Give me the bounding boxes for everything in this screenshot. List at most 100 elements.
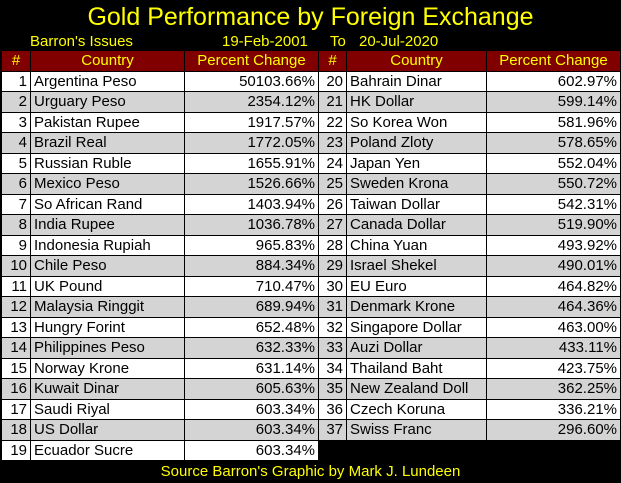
percent-change-cell: 578.65%	[486, 132, 621, 154]
percent-change-cell: 602.97%	[486, 70, 621, 92]
percent-change-cell: 1036.78%	[184, 214, 319, 236]
percent-change-cell: 605.63%	[184, 378, 319, 400]
country-cell: Poland Zloty	[346, 132, 487, 154]
table-row: 6 Mexico Peso 1526.66%	[1, 173, 319, 195]
rank-cell: 28	[318, 234, 347, 256]
percent-change-cell: 463.00%	[486, 316, 621, 338]
rank-cell: 37	[318, 419, 347, 441]
country-cell: US Dollar	[30, 419, 185, 441]
table-row: 7 So African Rand 1403.94%	[1, 193, 319, 215]
table-row: 29 Israel Shekel 490.01%	[318, 255, 621, 277]
percent-change-cell: 1526.66%	[184, 173, 319, 195]
empty-cell	[486, 439, 621, 461]
percent-change-cell: 631.14%	[184, 357, 319, 379]
table-row: 8 India Rupee 1036.78%	[1, 214, 319, 236]
country-cell: Auzi Dollar	[346, 337, 487, 359]
country-cell: Chile Peso	[30, 255, 185, 277]
country-cell: Argentina Peso	[30, 70, 185, 92]
rank-cell: 26	[318, 193, 347, 215]
rank-cell: 27	[318, 214, 347, 236]
percent-change-cell: 710.47%	[184, 275, 319, 297]
rank-cell: 22	[318, 111, 347, 133]
percent-change-cell: 689.94%	[184, 296, 319, 318]
table-row: 1 Argentina Peso 50103.66%	[1, 70, 319, 92]
rank-cell: 17	[1, 398, 31, 420]
country-cell: Urguary Peso	[30, 91, 185, 113]
rank-cell: 10	[1, 255, 31, 277]
rank-cell: 30	[318, 275, 347, 297]
table-row: 37 Swiss Franc 296.60%	[318, 419, 621, 441]
percent-change-cell: 464.82%	[486, 275, 621, 297]
percent-change-cell: 581.96%	[486, 111, 621, 133]
country-cell: Israel Shekel	[346, 255, 487, 277]
rank-cell: 25	[318, 173, 347, 195]
table-row: 34 Thailand Baht 423.75%	[318, 357, 621, 379]
percent-change-cell: 1772.05%	[184, 132, 319, 154]
header-rank: #	[1, 50, 31, 72]
country-cell: HK Dollar	[346, 91, 487, 113]
percent-change-cell: 603.34%	[184, 439, 319, 461]
country-cell: Pakistan Rupee	[30, 111, 185, 133]
rank-cell: 1	[1, 70, 31, 92]
table-row: 18 US Dollar 603.34%	[1, 419, 319, 441]
table-header-row: # Country Percent Change	[1, 50, 319, 72]
percent-change-cell: 632.33%	[184, 337, 319, 359]
table-row: 14 Philippines Peso 632.33%	[1, 337, 319, 359]
country-cell: Hungry Forint	[30, 316, 185, 338]
chart-title: Gold Performance by Foreign Exchange	[87, 3, 534, 31]
rank-cell: 18	[1, 419, 31, 441]
subtitle-end-date: 20-Jul-2020	[359, 33, 439, 50]
performance-table-right: # Country Percent Change 20 Bahrain Dinar…	[318, 50, 621, 461]
rank-cell: 2	[1, 91, 31, 113]
subtitle-source: Barron's Issues	[30, 33, 133, 50]
header-country: Country	[30, 50, 185, 72]
table-row: 35 New Zealand Doll 362.25%	[318, 378, 621, 400]
table-row: 24 Japan Yen 552.04%	[318, 152, 621, 174]
rank-cell: 23	[318, 132, 347, 154]
table-row: 27 Canada Dollar 519.90%	[318, 214, 621, 236]
table-row: 10 Chile Peso 884.34%	[1, 255, 319, 277]
table-row: 11 UK Pound 710.47%	[1, 275, 319, 297]
percent-change-cell: 1655.91%	[184, 152, 319, 174]
table-row: 17 Saudi Riyal 603.34%	[1, 398, 319, 420]
table-row: 9 Indonesia Rupiah 965.83%	[1, 234, 319, 256]
rank-cell: 15	[1, 357, 31, 379]
country-cell: Saudi Riyal	[30, 398, 185, 420]
empty-cell	[318, 439, 347, 461]
rank-cell: 5	[1, 152, 31, 174]
table-row	[318, 439, 621, 461]
table-row: 33 Auzi Dollar 433.11%	[318, 337, 621, 359]
percent-change-cell: 464.36%	[486, 296, 621, 318]
country-cell: So Korea Won	[346, 111, 487, 133]
table-row: 25 Sweden Krona 550.72%	[318, 173, 621, 195]
country-cell: India Rupee	[30, 214, 185, 236]
footer-credits: Source Barron's Graphic by Mark J. Lunde…	[160, 463, 461, 480]
country-cell: So African Rand	[30, 193, 185, 215]
table-row: 3 Pakistan Rupee 1917.57%	[1, 111, 319, 133]
table-row: 20 Bahrain Dinar 602.97%	[318, 70, 621, 92]
rank-cell: 9	[1, 234, 31, 256]
header-percent-change: Percent Change	[184, 50, 319, 72]
percent-change-cell: 519.90%	[486, 214, 621, 236]
performance-table-left: # Country Percent Change 1 Argentina Peso…	[1, 50, 319, 461]
percent-change-cell: 1403.94%	[184, 193, 319, 215]
percent-change-cell: 603.34%	[184, 419, 319, 441]
country-cell: Kuwait Dinar	[30, 378, 185, 400]
country-cell: Taiwan Dollar	[346, 193, 487, 215]
rank-cell: 34	[318, 357, 347, 379]
rank-cell: 14	[1, 337, 31, 359]
country-cell: Mexico Peso	[30, 173, 185, 195]
percent-change-cell: 336.21%	[486, 398, 621, 420]
country-cell: EU Euro	[346, 275, 487, 297]
percent-change-cell: 50103.66%	[184, 70, 319, 92]
rank-cell: 11	[1, 275, 31, 297]
rank-cell: 31	[318, 296, 347, 318]
country-cell: New Zealand Doll	[346, 378, 487, 400]
table-row: 15 Norway Krone 631.14%	[1, 357, 319, 379]
table-row: 2 Urguary Peso 2354.12%	[1, 91, 319, 113]
country-cell: Swiss Franc	[346, 419, 487, 441]
table-row: 19 Ecuador Sucre 603.34%	[1, 439, 319, 461]
rank-cell: 7	[1, 193, 31, 215]
rank-cell: 24	[318, 152, 347, 174]
percent-change-cell: 603.34%	[184, 398, 319, 420]
